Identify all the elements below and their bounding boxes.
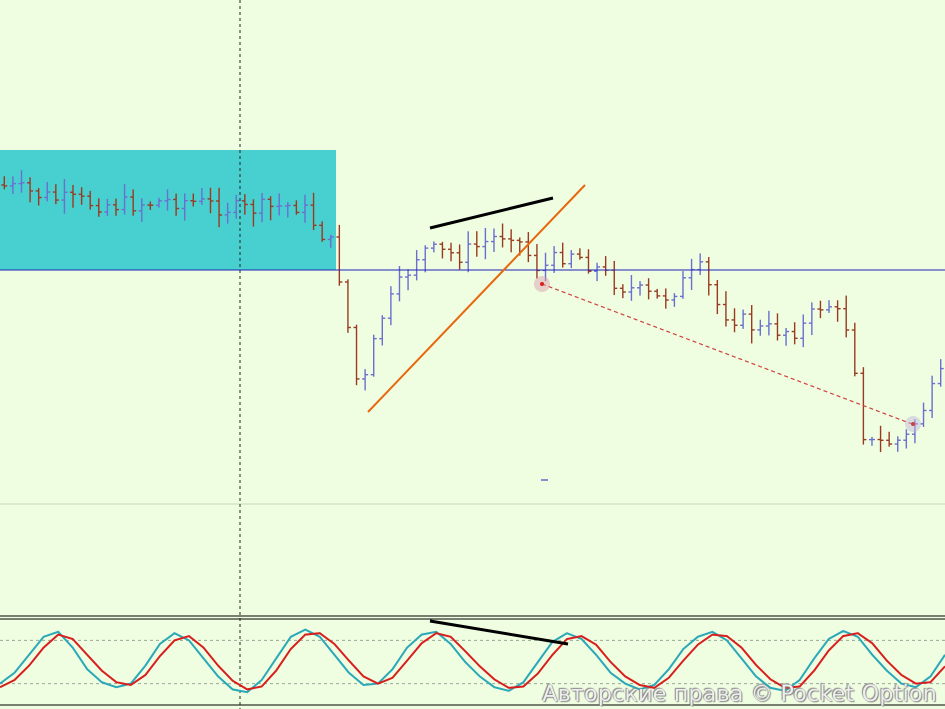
stoch-divergence-line (429, 619, 569, 646)
price-divergence-line (429, 196, 554, 230)
stoch-main-line (0, 628, 945, 694)
descending-dotted-trendline (541, 283, 913, 425)
anchor-point-dot (911, 422, 915, 426)
copyright-watermark: Авторские права © Pocket Option (542, 682, 937, 707)
ascending-trendline (367, 184, 586, 413)
anchor-point-dot (540, 282, 544, 286)
stoch-signal-line (0, 632, 945, 691)
